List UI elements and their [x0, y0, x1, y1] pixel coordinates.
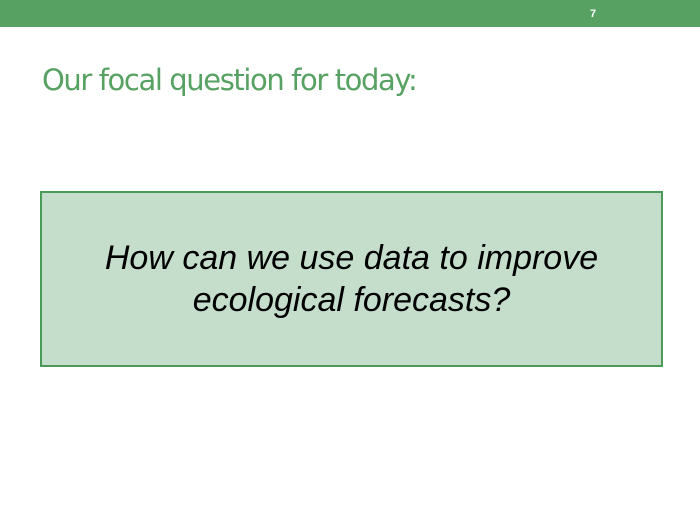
slide-title: Our focal question for today:: [42, 63, 418, 97]
slide-number: 7: [589, 8, 597, 20]
question-text: How can we use data to improve ecologica…: [104, 239, 599, 319]
header-bar: 7: [0, 0, 700, 27]
question-box: How can we use data to improve ecologica…: [40, 191, 663, 367]
